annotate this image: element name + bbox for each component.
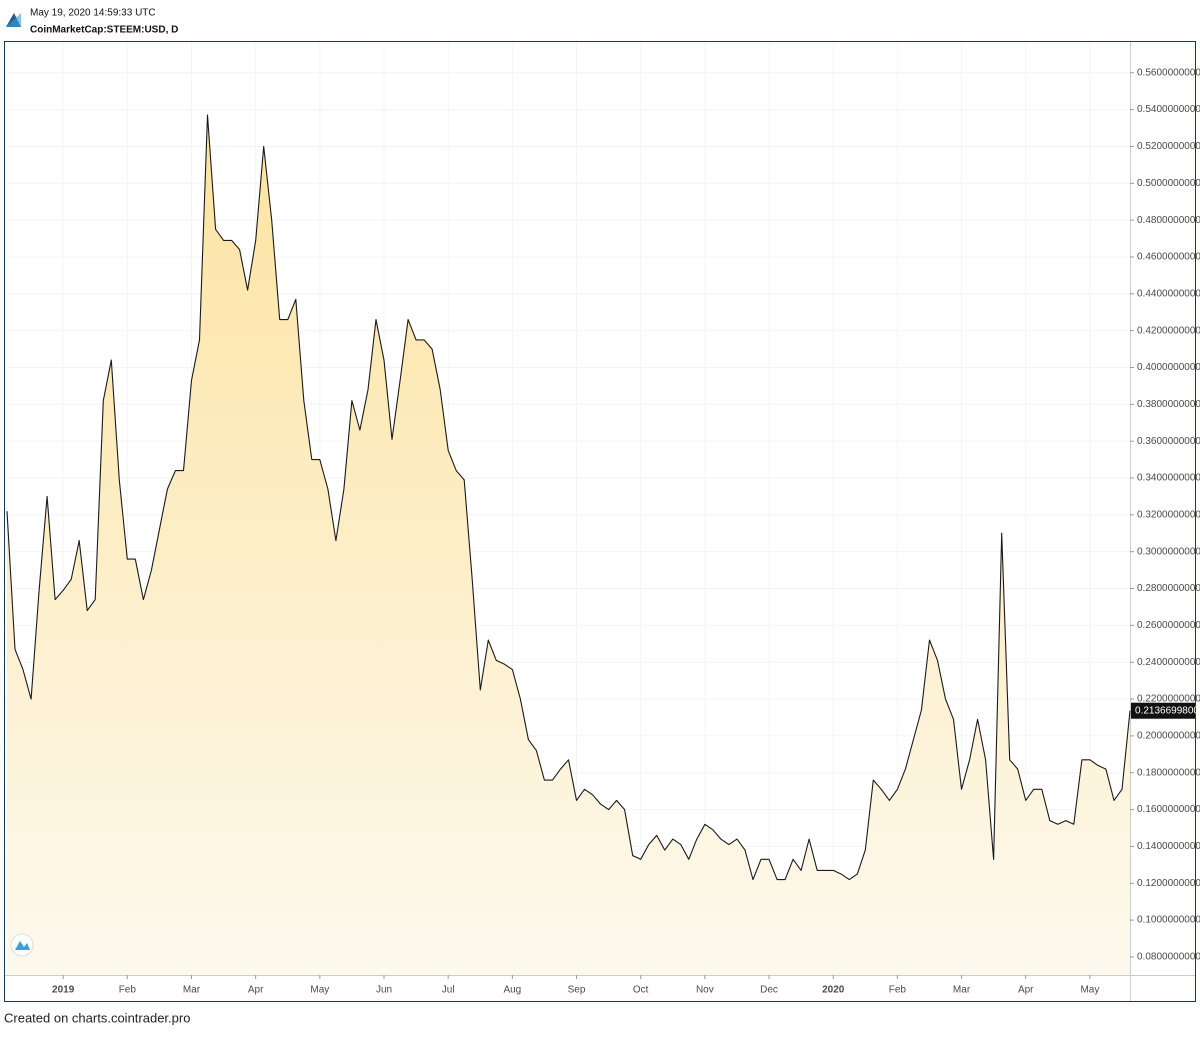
y-tick-label: 0.1800000000 xyxy=(1137,767,1200,778)
x-tick-label: Apr xyxy=(1018,985,1034,996)
last-price-label: 0.2136699800 xyxy=(1135,705,1199,716)
timestamp: May 19, 2020 14:59:33 UTC xyxy=(30,8,156,19)
x-tick-label: Mar xyxy=(953,985,971,996)
x-tick-label: Jun xyxy=(376,985,392,996)
y-tick-label: 0.3000000000 xyxy=(1137,546,1200,557)
x-tick-label: Sep xyxy=(568,985,586,996)
plot xyxy=(5,42,1131,976)
x-tick-label: May xyxy=(1080,985,1099,996)
y-tick-label: 0.1200000000 xyxy=(1137,878,1200,889)
logo-accent xyxy=(6,13,21,27)
y-tick-label: 0.3600000000 xyxy=(1137,436,1200,447)
y-tick-label: 0.4400000000 xyxy=(1137,288,1200,299)
y-tick-label: 0.1000000000 xyxy=(1137,915,1200,926)
x-tick-label: Feb xyxy=(889,985,907,996)
x-tick-label: 2020 xyxy=(822,985,845,996)
x-tick-label: Dec xyxy=(760,985,778,996)
frame xyxy=(4,41,1196,1002)
price-line xyxy=(6,114,1131,881)
y-tick-label: 0.4800000000 xyxy=(1137,215,1200,226)
last-price-box xyxy=(1131,702,1195,719)
y-tick-label: 0.3400000000 xyxy=(1137,473,1200,484)
x-tick-label: Oct xyxy=(633,985,649,996)
y-tick-label: 0.1600000000 xyxy=(1137,804,1200,815)
x-tick-label: Feb xyxy=(119,985,137,996)
y-tick-label: 0.5400000000 xyxy=(1137,104,1200,115)
symbol: CoinMarketCap:STEEM:USD, D xyxy=(30,25,178,36)
x-tick-label: Mar xyxy=(183,985,201,996)
x-tick-label: Apr xyxy=(248,985,264,996)
y-tick-label: 0.5000000000 xyxy=(1137,178,1200,189)
y-tick-label: 0.4200000000 xyxy=(1137,325,1200,336)
x-tick-label: Jul xyxy=(442,985,455,996)
footer: Created on charts.cointrader.pro xyxy=(4,1010,190,1025)
area xyxy=(7,115,1130,976)
x-tick-label: Nov xyxy=(696,985,714,996)
y-tick-label: 0.5600000000 xyxy=(1137,67,1200,78)
y-tick-label: 0.2000000000 xyxy=(1137,731,1200,742)
y-tick-label: 0.2400000000 xyxy=(1137,657,1200,668)
y-tick-label: 0.3200000000 xyxy=(1137,509,1200,520)
y-tick-label: 0.2200000000 xyxy=(1137,694,1200,705)
y-tick-label: 0.4000000000 xyxy=(1137,362,1200,373)
y-tick-label: 0.2800000000 xyxy=(1137,583,1200,594)
y-tick-label: 0.0800000000 xyxy=(1137,952,1200,963)
y-tick-label: 0.4600000000 xyxy=(1137,252,1200,263)
y-tick-label: 0.3800000000 xyxy=(1137,399,1200,410)
x-tick-label: 2019 xyxy=(52,985,75,996)
watermark-icon xyxy=(15,941,30,950)
y-tick-label: 0.2600000000 xyxy=(1137,620,1200,631)
x-tick-label: May xyxy=(310,985,329,996)
y-tick-label: 0.5200000000 xyxy=(1137,141,1200,152)
x-tick-label: Aug xyxy=(503,985,521,996)
y-tick-label: 0.1400000000 xyxy=(1137,841,1200,852)
